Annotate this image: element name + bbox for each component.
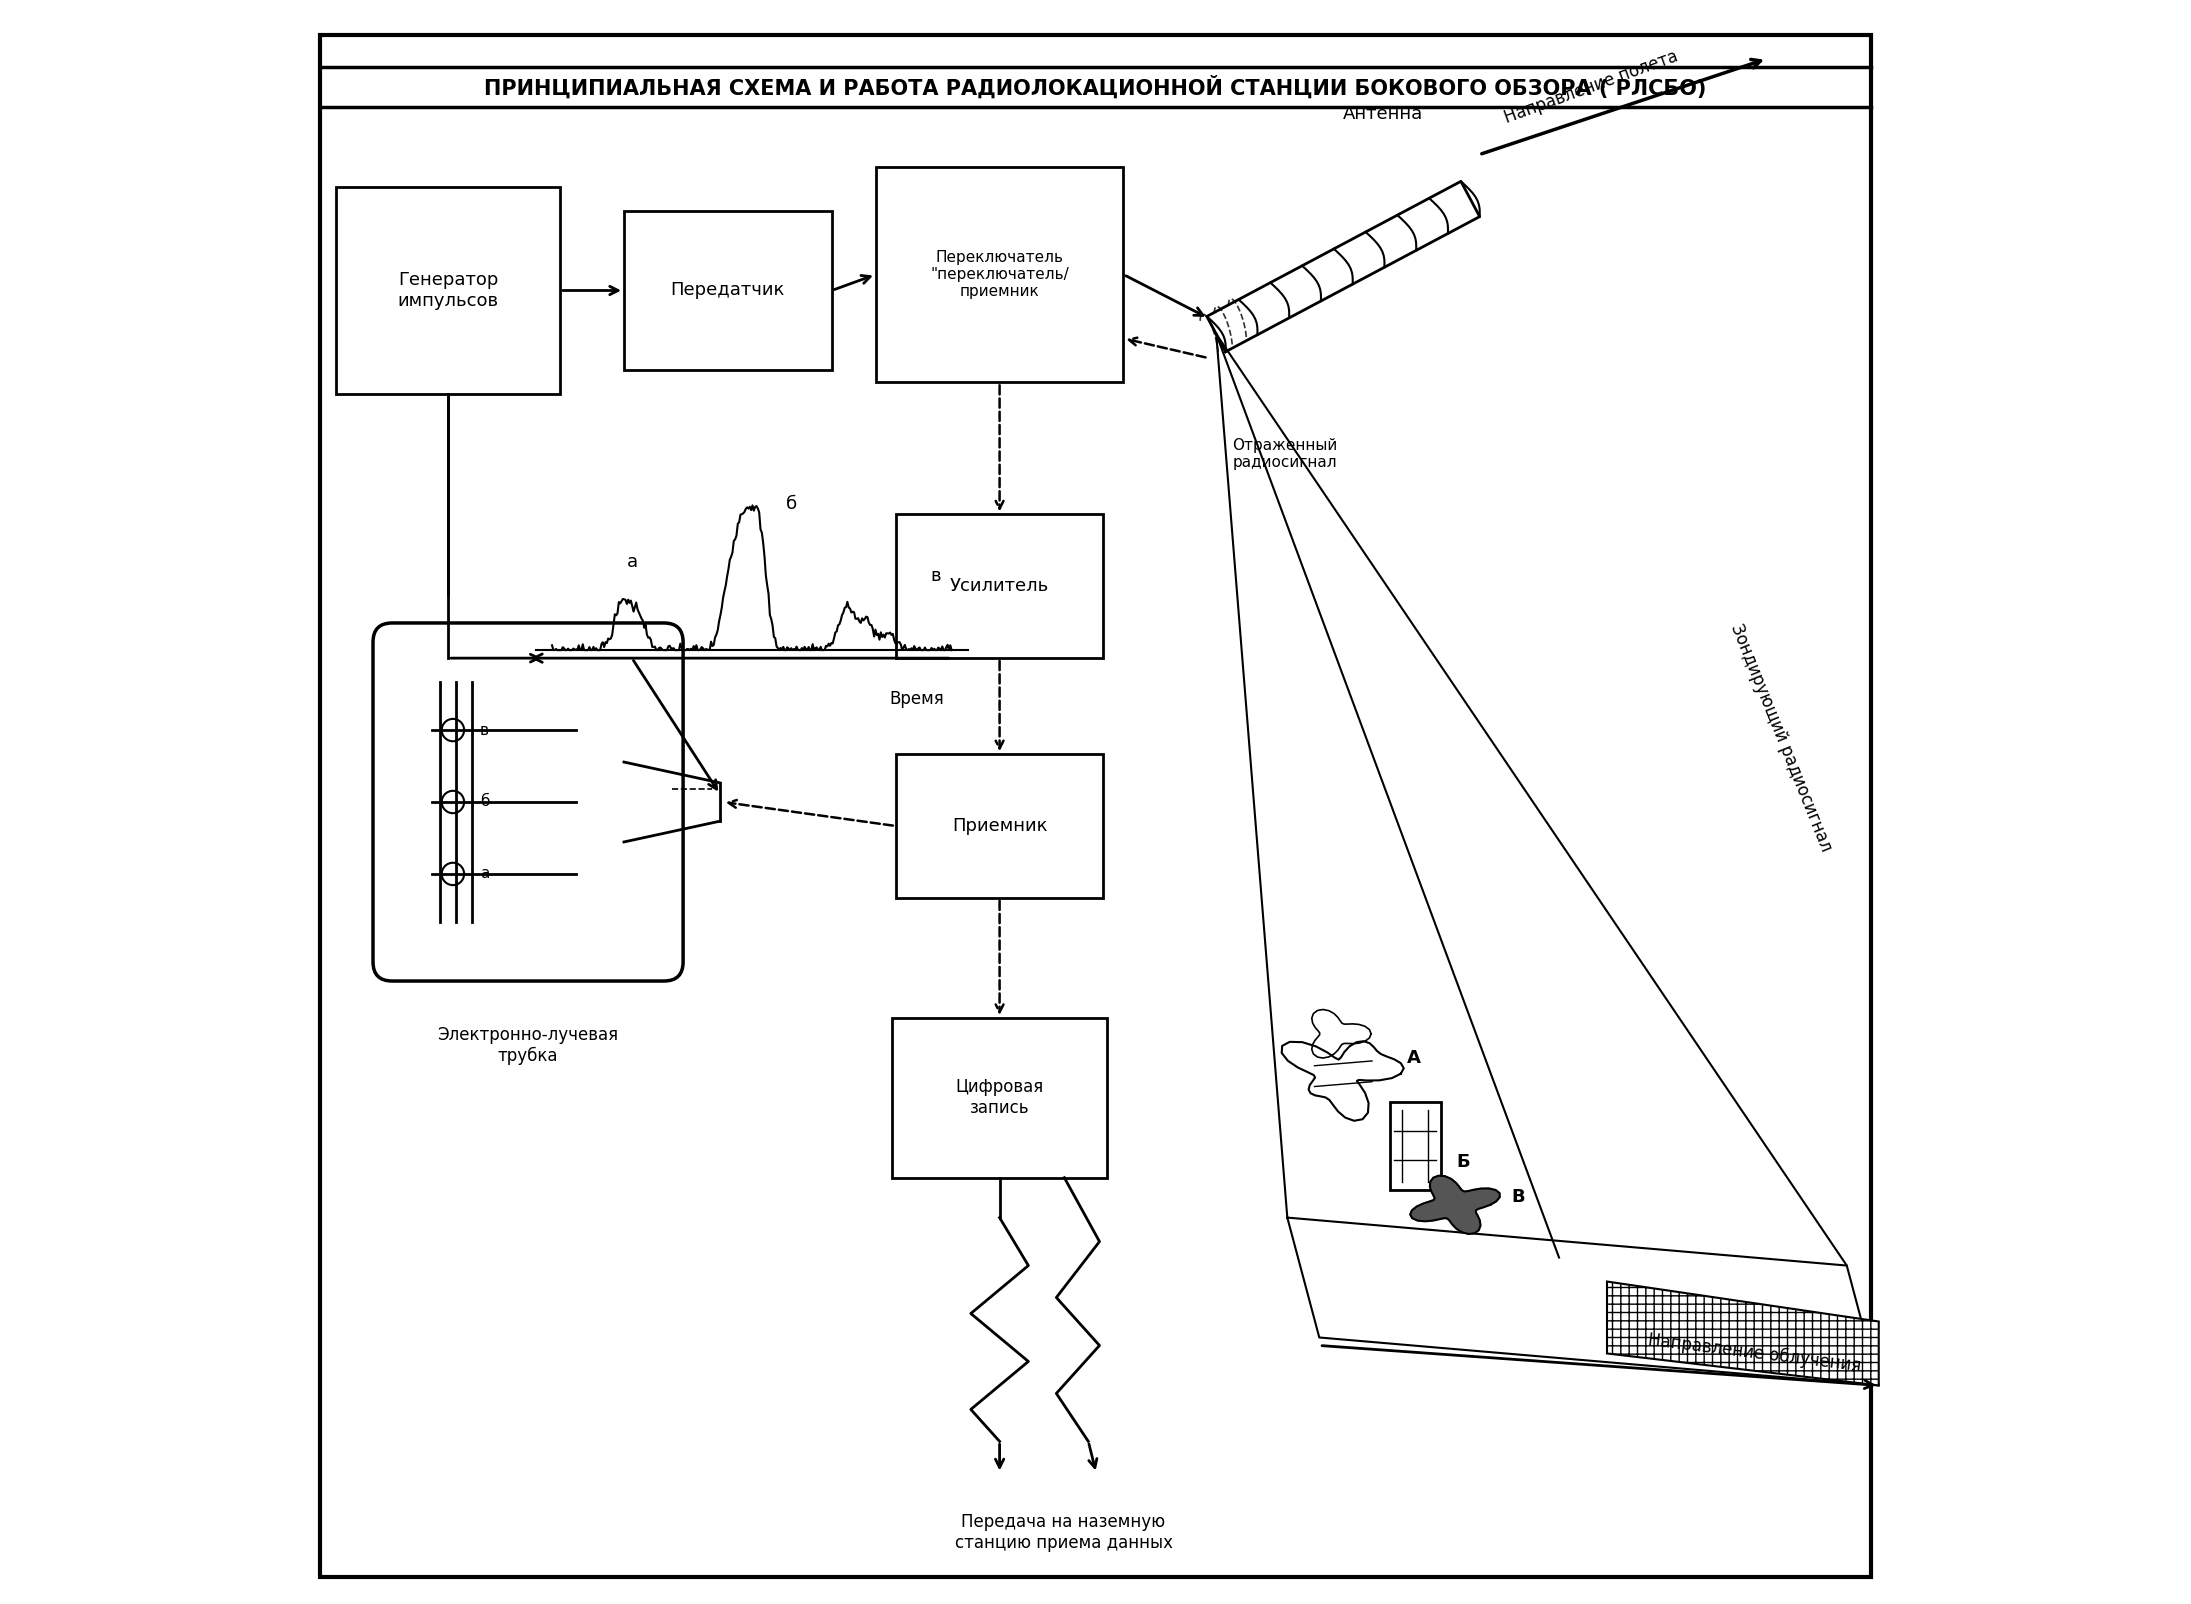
FancyBboxPatch shape (372, 622, 684, 982)
Text: Приемник: Приемник (951, 816, 1047, 836)
Bar (624, 210, 833, 371)
Bar (896, 515, 1104, 658)
Text: Направление полета: Направление полета (1501, 48, 1680, 127)
Text: в: в (931, 568, 940, 585)
Text: в: в (480, 722, 489, 738)
Text: Электронно-лучевая
трубка: Электронно-лучевая трубка (438, 1027, 618, 1065)
Text: Направление облучения: Направление облучения (1648, 1331, 1862, 1376)
Text: а: а (627, 553, 638, 571)
Text: Отраженный
радиосигнал: Отраженный радиосигнал (1231, 438, 1337, 470)
Text: ПРИНЦИПИАЛЬНАЯ СХЕМА И РАБОТА РАДИОЛОКАЦИОННОЙ СТАНЦИИ БОКОВОГО ОБЗОРА ( РЛСБО): ПРИНЦИПИАЛЬНАЯ СХЕМА И РАБОТА РАДИОЛОКАЦ… (484, 75, 1707, 98)
Text: б: б (480, 794, 489, 810)
Bar (876, 167, 1124, 382)
Text: Б: Б (1457, 1153, 1470, 1171)
Text: А: А (1407, 1049, 1422, 1067)
Bar (1389, 1102, 1442, 1190)
Bar (896, 754, 1104, 898)
Polygon shape (1606, 1282, 1878, 1386)
Text: б: б (787, 496, 798, 513)
Text: Время: Время (890, 690, 944, 707)
Text: Цифровая
запись: Цифровая запись (955, 1078, 1043, 1116)
Text: Переключатель
"переключатель/
приемник: Переключатель "переключатель/ приемник (931, 250, 1069, 300)
Bar (335, 186, 561, 395)
Text: Генератор
импульсов: Генератор импульсов (397, 271, 500, 310)
Text: а: а (480, 866, 489, 882)
Text: В: В (1512, 1189, 1525, 1206)
Text: Антенна: Антенна (1343, 104, 1424, 122)
Text: Передача на наземную
станцию приема данных: Передача на наземную станцию приема данн… (955, 1513, 1172, 1553)
Bar (892, 1019, 1106, 1177)
Polygon shape (1411, 1176, 1501, 1233)
Text: Зондирующий радиосигнал: Зондирующий радиосигнал (1727, 622, 1834, 855)
Text: Передатчик: Передатчик (670, 281, 784, 300)
Text: Усилитель: Усилитель (951, 577, 1049, 595)
